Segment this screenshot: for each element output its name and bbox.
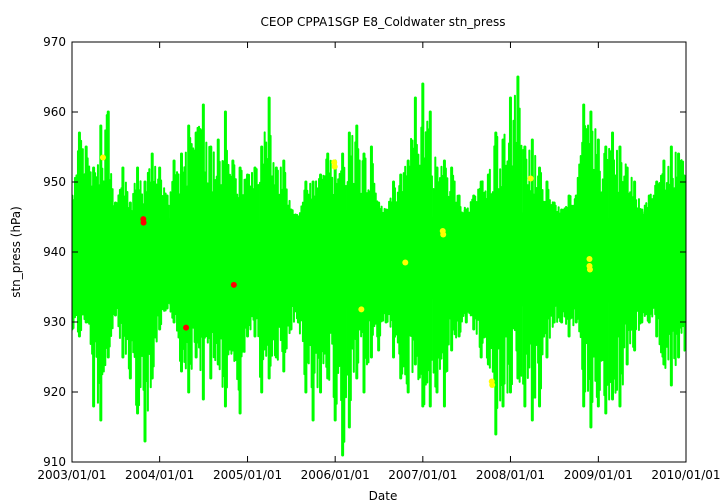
y-tick-label: 970 xyxy=(43,35,66,49)
y-tick-label: 960 xyxy=(43,105,66,119)
data-point xyxy=(140,219,147,226)
data-point xyxy=(183,324,190,331)
data-point xyxy=(230,281,237,288)
y-axis-label: stn_press (hPa) xyxy=(9,206,23,298)
x-tick-label: 2005/01/01 xyxy=(213,468,282,482)
data-point xyxy=(440,231,447,238)
data-point xyxy=(586,256,593,262)
x-tick-label: 2007/01/01 xyxy=(388,468,457,482)
y-tick-label: 940 xyxy=(43,245,66,259)
x-tick-label: 2004/01/01 xyxy=(125,468,194,482)
y-tick-label: 950 xyxy=(43,175,66,189)
data-point xyxy=(527,175,534,182)
y-tick-label: 910 xyxy=(43,455,66,469)
data-point xyxy=(358,306,365,313)
x-tick-label: 2006/01/01 xyxy=(301,468,370,482)
y-tick-label: 920 xyxy=(43,385,66,399)
data-point xyxy=(402,259,409,266)
x-tick-label: 2008/01/01 xyxy=(476,468,545,482)
y-tick-label: 930 xyxy=(43,315,66,329)
data-point xyxy=(489,382,496,388)
x-axis-label: Date xyxy=(369,489,398,503)
data-point xyxy=(586,266,593,273)
data-point xyxy=(99,154,106,161)
chart-title: CEOP CPPA1SGP E8_Coldwater stn_press xyxy=(261,15,506,29)
x-axis: 2003/01/01 2004/01/01 2005/01/01 2006/01/01… xyxy=(37,42,720,482)
x-tick-label: 2003/01/01 xyxy=(37,468,106,482)
data-layer xyxy=(72,75,686,457)
x-tick-label: 2009/01/01 xyxy=(564,468,633,482)
data-point xyxy=(331,163,338,170)
y-axis: 910 920 930 940 950 960 970 xyxy=(43,35,686,469)
x-tick-label: 2010/01/01 xyxy=(651,468,720,482)
